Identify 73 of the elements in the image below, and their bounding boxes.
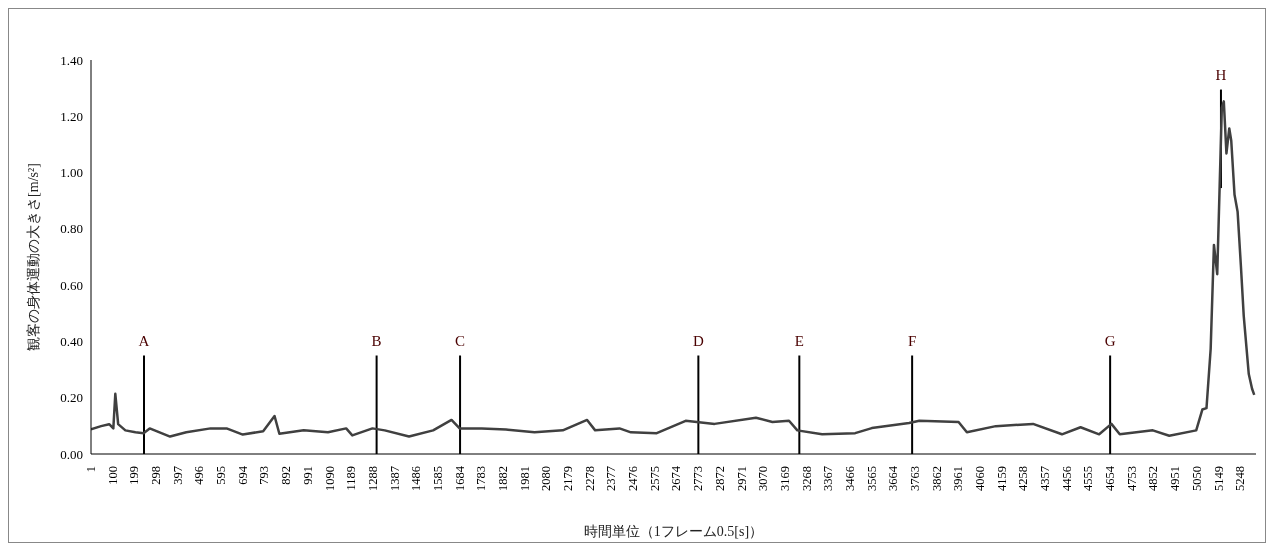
- x-tick-label: 298: [149, 466, 164, 485]
- y-tick-label: 1.00: [60, 165, 83, 181]
- y-tick-label: 1.20: [60, 108, 83, 124]
- x-tick-label: 1882: [495, 466, 510, 491]
- ref-line-label: A: [138, 332, 150, 349]
- ref-line-label: G: [1104, 332, 1116, 349]
- x-tick-label: 3466: [842, 466, 857, 491]
- ref-line-label: D: [692, 332, 704, 349]
- x-tick-label: 1486: [409, 466, 424, 491]
- x-tick-label: 3565: [864, 466, 879, 491]
- x-tick-label: 694: [235, 465, 250, 485]
- y-axis-title: 観客の身体運動の大きさ[m/s²]: [25, 163, 41, 351]
- x-tick-label: 1: [84, 466, 98, 473]
- x-tick-label: 4456: [1059, 466, 1074, 491]
- x-tick-label: 4555: [1081, 466, 1096, 491]
- x-tick-label: 2377: [604, 466, 619, 491]
- x-tick-label: 1090: [322, 466, 337, 491]
- x-tick-label: 4951: [1168, 466, 1183, 491]
- x-tick-label: 1981: [517, 466, 532, 491]
- x-tick-label: 5149: [1211, 466, 1226, 491]
- x-tick-label: 3268: [799, 466, 814, 491]
- x-tick-label: 1585: [430, 466, 445, 491]
- y-tick-label: 0.80: [60, 221, 83, 237]
- x-tick-label: 2872: [712, 466, 727, 491]
- x-tick-label: 4060: [973, 466, 988, 491]
- x-tick-label: 1387: [387, 466, 402, 491]
- x-tick-label: 1684: [452, 465, 467, 491]
- y-tick-label: 0.60: [60, 277, 83, 293]
- x-tick-label: 3664: [886, 465, 901, 491]
- x-tick-label: 3862: [929, 466, 944, 491]
- x-tick-label: 2575: [647, 466, 662, 491]
- x-tick-label: 1288: [365, 466, 380, 491]
- x-tick-label: 991: [300, 466, 315, 485]
- x-tick-label: 2080: [539, 466, 554, 491]
- x-tick-label: 595: [214, 466, 229, 485]
- x-tick-label: 2278: [582, 466, 597, 491]
- x-tick-label: 496: [192, 466, 207, 485]
- x-tick-label: 1783: [474, 466, 489, 491]
- x-tick-label: 3367: [821, 466, 836, 491]
- x-tick-label: 2971: [734, 466, 749, 491]
- y-tick-label: 0.20: [60, 390, 83, 406]
- ref-line-label: F: [907, 332, 917, 349]
- x-tick-label: 3169: [777, 466, 792, 491]
- x-tick-label: 2476: [626, 466, 641, 491]
- x-tick-label: 2773: [691, 466, 706, 491]
- y-tick-label: 1.40: [60, 52, 83, 68]
- x-tick-label: 2674: [669, 465, 684, 491]
- x-tick-label: 793: [257, 466, 272, 485]
- x-tick-label: 3763: [907, 466, 922, 491]
- x-tick-label: 892: [279, 466, 294, 485]
- x-tick-label: 199: [127, 466, 142, 485]
- ref-line-label: B: [371, 332, 382, 349]
- x-tick-label: 4852: [1146, 466, 1161, 491]
- x-tick-label: 100: [105, 466, 120, 485]
- x-tick-label: 3961: [951, 466, 966, 491]
- ref-line-label: C: [455, 332, 466, 349]
- ref-line-label: E: [794, 332, 804, 349]
- x-tick-label: 2179: [561, 466, 576, 491]
- x-tick-label: 4159: [994, 466, 1009, 491]
- x-tick-label: 4654: [1103, 465, 1118, 491]
- y-tick-label: 0.40: [60, 334, 83, 350]
- line-series: [91, 100, 1256, 438]
- x-tick-label: 5050: [1189, 466, 1204, 491]
- x-axis-title: 時間単位（1フレーム0.5[s]）: [583, 524, 764, 539]
- x-tick-label: 4357: [1038, 466, 1053, 491]
- x-tick-label: 5248: [1233, 466, 1248, 491]
- x-tick-label: 4753: [1124, 466, 1139, 491]
- y-tick-label: 0.00: [60, 446, 83, 462]
- x-tick-label: 4258: [1016, 466, 1031, 491]
- x-tick-label: 397: [170, 466, 185, 485]
- x-tick-label: 1189: [344, 466, 359, 491]
- x-tick-label: 3070: [756, 466, 771, 491]
- ref-line-label: H: [1215, 66, 1227, 83]
